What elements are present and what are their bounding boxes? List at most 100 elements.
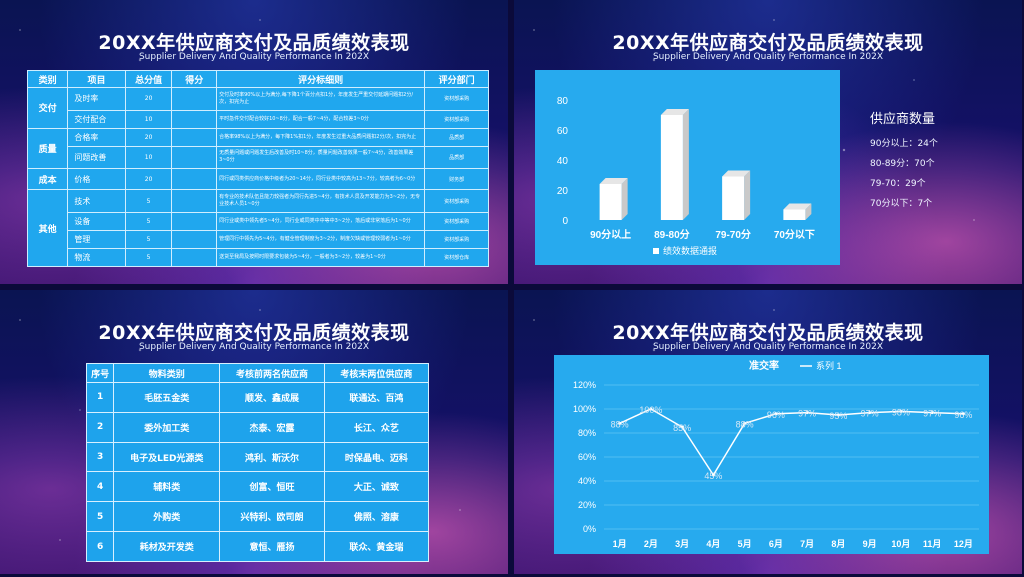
slide-subtitle: Supplier Delivery And Quality Performanc… [652, 342, 884, 352]
index-cell: 3 [85, 441, 115, 473]
bar-side [805, 203, 812, 220]
y-tick-label: 0 [562, 216, 568, 227]
top-suppliers-cell: 兴特利、欧司朗 [219, 501, 325, 533]
slide-3[interactable]: 20XX年供应商交付及品质绩效表现 Supplier Delivery And … [0, 290, 508, 574]
x-tick-label: 7月 [800, 539, 814, 549]
slide-title: 20XX年供应商交付及品质绩效表现 [98, 32, 410, 54]
dept-cell: 品质部 [424, 145, 489, 170]
bar-chart: 0 20 40 60 80 90分以上 89-80分 79-70分 70分以下 绩效数据通报 [535, 70, 840, 265]
bar [722, 176, 745, 220]
x-tick-label: 3月 [675, 539, 689, 549]
get-score-cell[interactable] [171, 189, 218, 213]
dept-cell: 财务部 [424, 168, 489, 191]
bottom-suppliers-cell: 联通达、百鸿 [323, 382, 430, 413]
get-score-cell[interactable] [171, 247, 218, 268]
data-point [868, 411, 872, 415]
get-score-cell[interactable] [171, 127, 218, 147]
get-score-cell[interactable] [171, 211, 218, 231]
x-tick-label: 9月 [863, 539, 877, 549]
data-label: 88% [736, 419, 754, 429]
y-tick-label: 40 [557, 156, 569, 167]
top-suppliers-cell: 顺发、鑫成展 [219, 382, 325, 413]
top-suppliers-cell: 创富、恒旺 [219, 471, 325, 503]
slide-subtitle: Supplier Delivery And Quality Performanc… [138, 52, 370, 62]
table-row: 物流 5 送货至我局及按照时限要求包装为5~4分，一般者为3~2分，较差为1~0… [28, 247, 489, 268]
y-tick-label: 60 [557, 126, 569, 137]
y-tick-label: 40% [578, 476, 596, 486]
get-score-cell[interactable] [171, 109, 218, 129]
dept-cell: 资材部仓库 [424, 247, 489, 268]
bar [660, 115, 683, 220]
supplier-count-legend: 供应商数量 90分以上：24个 80-89分：70个 79-70：29个 70分… [870, 108, 938, 216]
table-row: 管理 5 管理同行中领先为5~4分，有健全管理制度为3~2分，制度欠缺或管理较弱… [28, 229, 489, 249]
line-chart-svg: 0% 20% 40% 60% 80% 100% 120% 准交率 系列 1 88% 1月 100% 2月… [573, 359, 979, 549]
score-cell: 5 [124, 189, 173, 213]
table-row: 4 辅料类 创富、恒旺 大正、诚致 [85, 471, 430, 503]
y-tick-label: 20 [557, 186, 569, 197]
table-row: 6 耗材及开发类 意恒、雁扬 联众、黄金瑞 [85, 531, 430, 562]
header-index: 序号 [85, 363, 115, 383]
slide-title: 20XX年供应商交付及品质绩效表现 [98, 322, 410, 344]
legend-item: 90分以上：24个 [870, 139, 938, 149]
data-label: 100% [639, 405, 662, 415]
bottom-suppliers-cell: 长江、众艺 [323, 411, 430, 443]
item-cell: 问题改善 [67, 145, 126, 170]
dept-cell: 资材部采购 [424, 87, 489, 111]
index-cell: 2 [85, 411, 115, 443]
data-point [711, 473, 715, 477]
item-cell: 管理 [67, 229, 126, 249]
data-point [930, 411, 934, 415]
dept-cell: 资材部采购 [424, 229, 489, 249]
get-score-cell[interactable] [171, 145, 218, 170]
x-tick-label: 11月 [923, 539, 942, 549]
item-cell: 物流 [67, 247, 126, 268]
criteria-cell: 无质量问题或问题发生后改善及时10~8分，质量问题改善效果一般7~4分，改善效果… [216, 145, 426, 170]
category-cell: 其他 [26, 189, 69, 267]
supplier-ranking-table: 序号 物料类别 考核前两名供应商 考核末两位供应商 1 毛胚五金类 顺发、鑫成展 联通… [85, 363, 430, 562]
item-cell: 技术 [67, 189, 126, 213]
table-row: 1 毛胚五金类 顺发、鑫成展 联通达、百鸿 [85, 382, 430, 413]
bar-side [744, 170, 751, 220]
material-cell: 外购类 [113, 501, 221, 533]
data-label: 95% [829, 411, 847, 421]
header-total-score: 总分值 [124, 70, 173, 88]
x-tick-label: 90分以上 [590, 228, 631, 241]
bottom-suppliers-cell: 佛照、溶康 [323, 501, 430, 533]
top-suppliers-cell: 杰泰、宏露 [219, 411, 325, 443]
get-score-cell[interactable] [171, 229, 218, 249]
table-row: 交付配合 10 平时急件交付配合较好10~8分，配合一般7~4分，配合较差3~0… [28, 109, 489, 129]
score-cell: 10 [124, 109, 173, 129]
get-score-cell[interactable] [171, 168, 218, 191]
bar-side [682, 109, 689, 220]
get-score-cell[interactable] [171, 87, 218, 111]
bar-top [722, 170, 751, 177]
x-tick-label: 1月 [613, 539, 627, 549]
bar-side [621, 178, 628, 220]
slide-subtitle: Supplier Delivery And Quality Performanc… [138, 342, 370, 352]
legend-item: 80-89分：70个 [870, 159, 935, 169]
criteria-cell: 管理同行中领先为5~4分，有健全管理制度为3~2分，制度欠缺或管理较弱者为1~0… [216, 229, 426, 249]
header-score: 得分 [171, 70, 218, 88]
table-row: 问题改善 10 无质量问题或问题发生后改善及时10~8分，质量问题改善效果一般7… [28, 145, 489, 170]
material-cell: 电子及LED光源类 [113, 441, 221, 473]
dept-cell: 资材部采购 [424, 189, 489, 213]
slide-title: 20XX年供应商交付及品质绩效表现 [612, 32, 924, 54]
header-top-suppliers: 考核前两名供应商 [219, 363, 325, 383]
slide-1[interactable]: 20XX年供应商交付及品质绩效表现 Supplier Delivery And … [0, 0, 508, 284]
data-label: 45% [704, 471, 722, 481]
data-point [774, 412, 778, 416]
slide-title: 20XX年供应商交付及品质绩效表现 [612, 322, 924, 344]
bar-top [599, 178, 628, 184]
score-cell: 20 [124, 127, 173, 147]
y-tick-label: 80 [557, 96, 569, 107]
category-cell: 质量 [26, 127, 69, 170]
table-row: 成本 价格 20 同行或同类供应商价格中级者为20~14分，同行业类中较高为13… [26, 168, 489, 191]
criteria-cell: 有专业的技术队伍且能力较强者为同行先进5~4分，有技术人员及开发能力为3~2分，… [216, 189, 426, 213]
slide-2[interactable]: 20XX年供应商交付及品质绩效表现 Supplier Delivery And … [514, 0, 1022, 284]
slide-4[interactable]: 20XX年供应商交付及品质绩效表现 Supplier Delivery And … [514, 290, 1022, 574]
x-tick-label: 5月 [738, 539, 752, 549]
table-row: 其他 技术 5 有专业的技术队伍且能力较强者为同行先进5~4分，有技术人员及开发… [26, 189, 489, 267]
legend-label: 系列 1 [816, 360, 842, 371]
score-cell: 10 [124, 145, 173, 170]
